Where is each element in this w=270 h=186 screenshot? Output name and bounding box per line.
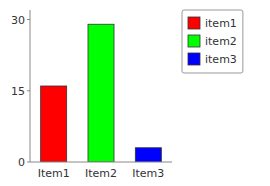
bar [135, 148, 161, 162]
legend-label: item3 [205, 53, 237, 66]
legend-frame [182, 10, 243, 73]
bars [41, 24, 162, 162]
legend: item1 item2 item3 [182, 10, 243, 73]
y-tick [27, 90, 30, 91]
y-tick-label: 0 [18, 156, 25, 169]
y-axis-line [30, 10, 31, 162]
y-tick-label: 15 [11, 85, 25, 98]
y-tick-label: 30 [11, 14, 25, 27]
x-tick-label: Item3 [132, 167, 164, 180]
bar [41, 86, 67, 162]
legend-swatch [188, 17, 200, 29]
legend-label: item2 [205, 35, 237, 48]
x-axis-line [30, 162, 172, 163]
y-tick [27, 19, 30, 20]
bar [88, 24, 114, 162]
x-tick-label: Item2 [85, 167, 117, 180]
legend-swatch [188, 35, 200, 47]
y-tick [27, 162, 30, 163]
chart: 0 15 30 Item1 Item2 Item3 item1 item2 item3 [0, 0, 270, 186]
legend-label: item1 [205, 17, 237, 30]
x-tick-label: Item1 [38, 167, 70, 180]
legend-swatch [188, 53, 200, 65]
